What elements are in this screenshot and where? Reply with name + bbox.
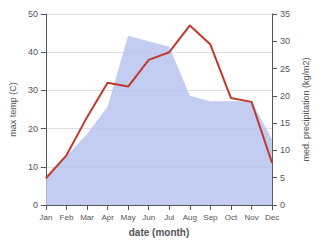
svg-text:15: 15: [280, 118, 290, 128]
svg-text:40: 40: [28, 47, 38, 57]
svg-text:med. precipitation (kg/m2): med. precipitation (kg/m2): [301, 57, 311, 161]
svg-text:Dec: Dec: [265, 213, 279, 222]
svg-text:30: 30: [28, 85, 38, 95]
svg-text:10: 10: [280, 145, 290, 155]
svg-text:Oct: Oct: [225, 213, 238, 222]
svg-text:50: 50: [28, 9, 38, 19]
svg-text:0: 0: [33, 200, 38, 210]
svg-text:Aug: Aug: [183, 213, 197, 222]
svg-text:Feb: Feb: [60, 213, 74, 222]
svg-text:max temp (C): max temp (C): [8, 82, 18, 137]
svg-text:20: 20: [28, 124, 38, 134]
svg-text:Apr: Apr: [101, 213, 114, 222]
svg-text:10: 10: [28, 162, 38, 172]
svg-text:Jul: Jul: [164, 213, 174, 222]
svg-text:20: 20: [280, 91, 290, 101]
svg-text:date (month): date (month): [129, 227, 190, 238]
svg-text:5: 5: [280, 173, 285, 183]
svg-text:25: 25: [280, 64, 290, 74]
svg-text:Mar: Mar: [80, 213, 94, 222]
svg-text:May: May: [121, 213, 136, 222]
svg-text:35: 35: [280, 9, 290, 19]
svg-text:Nov: Nov: [244, 213, 258, 222]
svg-text:Sep: Sep: [203, 213, 218, 222]
svg-text:Jun: Jun: [142, 213, 155, 222]
svg-text:0: 0: [280, 200, 285, 210]
svg-text:30: 30: [280, 36, 290, 46]
svg-text:Jan: Jan: [39, 213, 52, 222]
